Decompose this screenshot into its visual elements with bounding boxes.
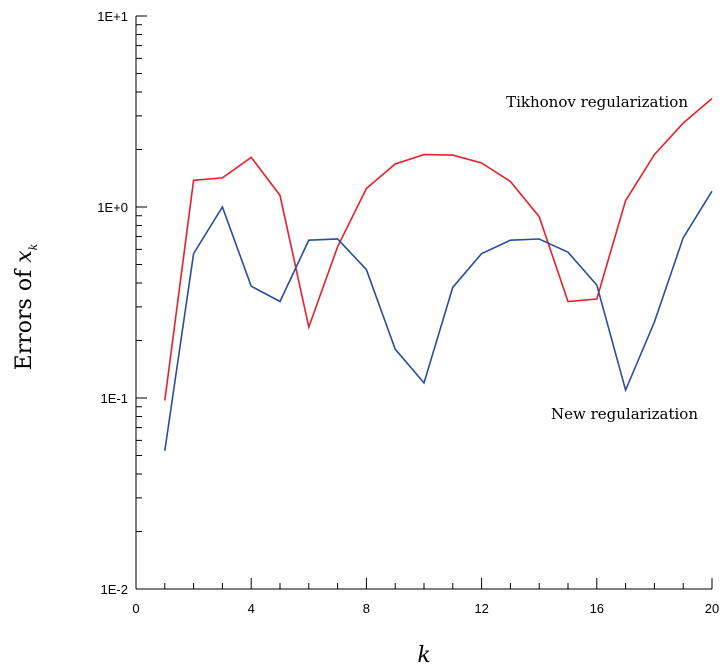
annotation-new: New regularization bbox=[551, 405, 698, 423]
series-line-new bbox=[164, 190, 713, 451]
y-tick-label: 1E+1 bbox=[97, 9, 128, 24]
x-tick-label: 0 bbox=[132, 601, 139, 616]
y-axis-title-prefix: Errors of bbox=[12, 263, 37, 371]
x-tick-label: 16 bbox=[590, 601, 604, 616]
y-axis-title-sub: k bbox=[27, 243, 40, 250]
x-tick-label: 8 bbox=[363, 601, 370, 616]
x-tick-label: 4 bbox=[248, 601, 255, 616]
series-line-tikhonov bbox=[164, 97, 713, 401]
svg-text:Errors of xk: Errors of xk bbox=[12, 243, 40, 370]
y-axis-title-var: x bbox=[12, 250, 37, 263]
series-lines bbox=[164, 97, 713, 451]
y-tick-label: 1E+0 bbox=[97, 200, 128, 215]
y-axis-title: Errors of xk bbox=[12, 243, 40, 370]
y-axis-ticks: 1E-2 1E-1 1E+0 1E+1 bbox=[97, 9, 147, 597]
x-axis-ticks: 0 4 8 12 16 20 bbox=[132, 578, 719, 616]
annotation-tikhonov: Tikhonov regularization bbox=[506, 93, 688, 111]
y-tick-label: 1E-1 bbox=[101, 391, 128, 406]
x-axis-title: k bbox=[417, 643, 430, 668]
x-tick-label: 20 bbox=[705, 601, 719, 616]
x-tick-label: 12 bbox=[474, 601, 488, 616]
y-tick-label: 1E-2 bbox=[101, 582, 128, 597]
